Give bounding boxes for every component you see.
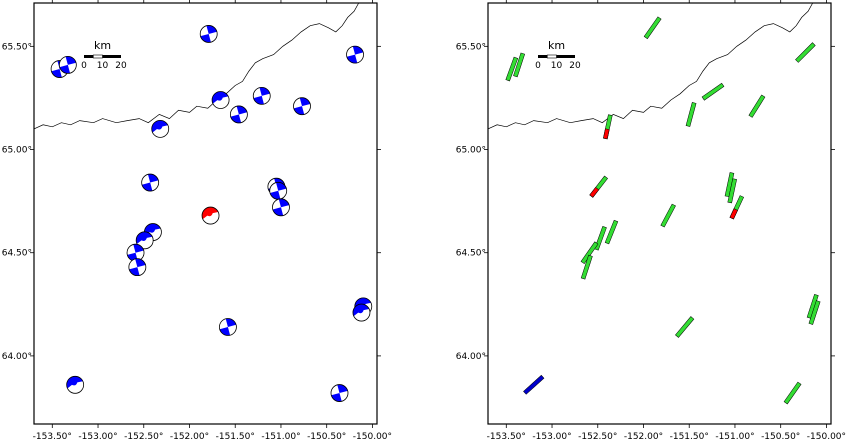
- scale-tick-label: 0: [535, 61, 541, 71]
- focal-mechanism-icon: [135, 231, 154, 250]
- scale-tick-label: 10: [97, 61, 109, 71]
- scale-unit-label: km: [94, 39, 111, 52]
- focal-mechanism-icon: [199, 25, 218, 43]
- focal-mechanism-icon: [229, 105, 248, 124]
- x-tick-label: -150.50°: [307, 432, 346, 442]
- y-tick-label: 64.50°: [2, 249, 32, 259]
- x-tick-label: -150.00°: [353, 432, 392, 442]
- focal-mechanism-icon: [252, 86, 271, 105]
- coastline: [488, 3, 814, 130]
- x-tick-label: -152.50°: [124, 432, 163, 442]
- scale-tick-label: 10: [551, 61, 563, 71]
- scale-unit-label: km: [548, 39, 565, 52]
- map-panel-right: -153.50° -153.00° -152.50° -152.00° -151.50°…: [456, 0, 846, 442]
- x-tick-label: -150.00°: [807, 432, 846, 442]
- axis-bar-icon: [505, 56, 519, 82]
- focal-mechanism-icon: [151, 119, 170, 138]
- axis-bar-icon: [589, 175, 608, 198]
- x-tick-label: -153.50°: [487, 432, 526, 442]
- focal-mechanism-icon: [272, 198, 290, 217]
- map-frame: [487, 2, 832, 425]
- axis-bar-icon: [727, 178, 737, 204]
- y-tick-label: 65.00°: [456, 146, 486, 156]
- axis-bar-icon: [660, 203, 676, 228]
- focal-mechanism-icon: [66, 375, 85, 394]
- map-content: [34, 3, 373, 402]
- x-tick-label: -153.50°: [33, 432, 72, 442]
- scale-bar: km 0 10 20: [535, 39, 581, 71]
- y-tick-label: 65.50°: [456, 42, 486, 52]
- focal-mechanism-icon: [352, 303, 371, 322]
- x-tick-label: -152.50°: [578, 432, 617, 442]
- x-tick-label: -151.50°: [670, 432, 709, 442]
- scale-tick-label: 0: [81, 61, 87, 71]
- focal-mechanism-icon: [269, 181, 288, 200]
- scale-tick-label: 20: [569, 61, 581, 71]
- x-tick-label: -151.50°: [216, 432, 255, 442]
- axis-bar-icon: [643, 16, 662, 40]
- axis-bar-icon: [808, 300, 821, 325]
- y-tick-label: 64.00°: [2, 352, 32, 362]
- scale-bar: km 0 10 20: [81, 39, 127, 71]
- axis-bar-icon: [685, 102, 697, 127]
- x-tick-label: -151.00°: [261, 432, 300, 442]
- focal-mechanism-icon: [201, 206, 220, 225]
- axis-bar-icon: [580, 241, 599, 265]
- scale-tick-label: 20: [115, 61, 127, 71]
- y-tick-label: 64.00°: [456, 352, 486, 362]
- focal-mechanism-icon: [346, 45, 364, 64]
- focal-mechanism-icon: [58, 56, 77, 74]
- x-tick-label: -152.00°: [170, 432, 209, 442]
- axis-bar-icon: [748, 94, 766, 118]
- y-tick-label: 65.50°: [2, 42, 32, 52]
- focal-mechanism-icon: [219, 318, 237, 336]
- axis-bar-icon: [603, 114, 613, 140]
- axis-bar-icon: [701, 82, 725, 101]
- focal-mechanism-icon: [293, 97, 311, 116]
- map-frame: [33, 2, 378, 425]
- focal-mechanism-icon: [330, 384, 349, 402]
- axis-bar-icon: [795, 42, 816, 63]
- axis-bar-icon: [523, 374, 545, 395]
- x-tick-label: -153.00°: [532, 432, 571, 442]
- focal-mechanism-icon: [128, 258, 147, 277]
- map-content: [488, 3, 821, 405]
- y-tick-label: 65.00°: [2, 146, 32, 156]
- axis-bar-icon: [675, 316, 695, 338]
- x-tick-label: -150.50°: [761, 432, 800, 442]
- axis-bar-icon: [783, 381, 802, 405]
- x-tick-label: -152.00°: [624, 432, 663, 442]
- map-panel-left: -153.50° -153.00° -152.50° -152.00° -151.50°…: [2, 0, 392, 442]
- focal-mechanism-icon: [141, 173, 160, 192]
- axis-bar-icon: [513, 52, 526, 78]
- axis-bar-icon: [604, 219, 619, 245]
- focal-mechanism-icon: [211, 91, 230, 109]
- x-tick-label: -153.00°: [78, 432, 117, 442]
- axis-bar-icon: [580, 254, 593, 280]
- axis-bar-icon: [729, 195, 745, 220]
- y-tick-label: 64.50°: [456, 249, 486, 259]
- x-tick-label: -151.00°: [715, 432, 754, 442]
- focal-mechanism-icon: [126, 243, 145, 262]
